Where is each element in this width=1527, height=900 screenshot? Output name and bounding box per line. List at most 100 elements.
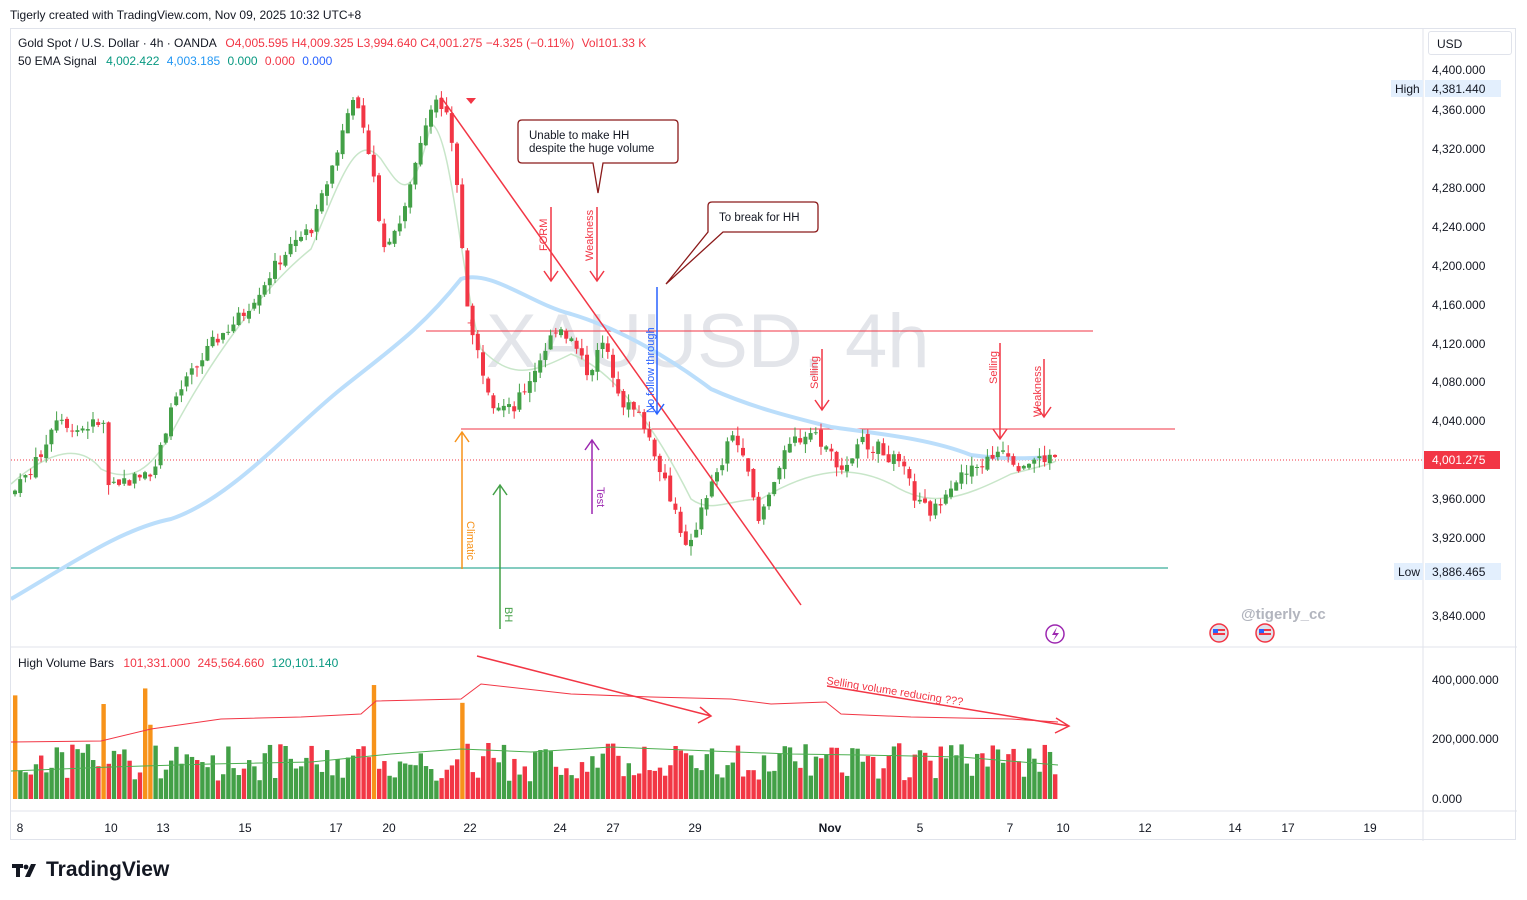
candle-body[interactable] [949, 488, 953, 497]
volume-axis[interactable]: 400,000.000 200,000.000 0.000 [1432, 673, 1499, 806]
volume-bar[interactable] [137, 772, 143, 799]
candle-body[interactable] [397, 223, 402, 232]
candle-body[interactable] [475, 333, 480, 351]
candle-body[interactable] [642, 412, 647, 430]
volume-bar[interactable] [756, 779, 761, 799]
volume-bar[interactable] [522, 766, 527, 799]
volume-bar[interactable] [611, 743, 616, 799]
volume-bar[interactable] [1027, 748, 1032, 799]
volume-bar[interactable] [470, 772, 475, 799]
volume-bar[interactable] [434, 780, 439, 799]
volume-bar[interactable] [527, 781, 533, 799]
candle-body[interactable] [96, 422, 101, 425]
candle-body[interactable] [340, 130, 345, 155]
candle-body[interactable] [787, 443, 792, 453]
volume-bar[interactable] [917, 750, 923, 799]
candle-body[interactable] [444, 106, 449, 113]
volume-bar[interactable] [429, 769, 434, 799]
volume-bar[interactable] [195, 760, 200, 799]
volume-bar[interactable] [990, 745, 995, 799]
volume-bar[interactable] [605, 743, 611, 799]
volume-bar[interactable] [403, 763, 408, 799]
candle-body[interactable] [174, 396, 179, 406]
candle-body[interactable] [449, 113, 454, 143]
candle-body[interactable] [871, 451, 875, 453]
volume-bar[interactable] [777, 753, 782, 799]
volume-bar[interactable] [283, 746, 288, 799]
volume-bar[interactable] [787, 747, 793, 799]
volume-bar[interactable] [226, 746, 231, 799]
volume-bar[interactable] [709, 748, 715, 799]
candle-body[interactable] [252, 302, 257, 309]
candle-body[interactable] [23, 475, 28, 478]
candle-body[interactable] [621, 391, 626, 408]
candle-body[interactable] [600, 342, 605, 350]
volume-bar[interactable] [179, 763, 184, 799]
volume-bar[interactable] [314, 764, 319, 799]
volume-bar[interactable] [465, 743, 470, 799]
candle-body[interactable] [845, 464, 849, 472]
candle-body[interactable] [1047, 454, 1052, 464]
volume-bar[interactable] [397, 761, 403, 799]
volume-bar[interactable] [507, 780, 512, 799]
volume-bar[interactable] [782, 746, 787, 799]
candle-body[interactable] [933, 503, 938, 516]
volume-bar[interactable] [517, 774, 522, 799]
candle-body[interactable] [387, 241, 392, 245]
volume-bar[interactable] [413, 765, 418, 799]
volume-bar[interactable] [683, 753, 689, 799]
volume-bar[interactable] [642, 746, 647, 799]
candle-body[interactable] [470, 305, 475, 336]
currency-selector[interactable]: USD [1428, 31, 1512, 55]
volume-bar[interactable] [54, 747, 59, 799]
volume-bar[interactable] [252, 766, 257, 799]
candle-body[interactable] [13, 490, 17, 495]
volume-bar[interactable] [512, 758, 517, 799]
volume-bar[interactable] [85, 744, 91, 799]
candle-body[interactable] [772, 482, 777, 495]
volume-bar[interactable] [663, 775, 668, 799]
candle-body[interactable] [18, 479, 23, 494]
candle-body[interactable] [611, 354, 615, 378]
candle-body[interactable] [184, 376, 189, 387]
volume-bar[interactable] [980, 753, 985, 799]
candle-body[interactable] [954, 482, 959, 491]
candle-body[interactable] [496, 407, 501, 411]
candlestick-series[interactable] [13, 91, 1057, 556]
volume-bar[interactable] [408, 764, 413, 799]
candle-body[interactable] [751, 468, 756, 498]
volume-bar[interactable] [590, 756, 595, 799]
candle-body[interactable] [189, 368, 194, 375]
volume-bar[interactable] [891, 746, 897, 799]
time-axis[interactable]: 8 10 13 15 17 20 22 24 27 29 Nov 5 7 10 … [17, 821, 1377, 835]
volume-bar[interactable] [553, 766, 559, 799]
volume-bar[interactable] [767, 771, 772, 799]
volume-bar[interactable] [75, 749, 80, 799]
volume-bar[interactable] [44, 772, 49, 799]
candle-body[interactable] [938, 504, 943, 506]
volume-bar[interactable] [793, 761, 798, 799]
volume-bar[interactable] [845, 775, 850, 799]
candle-body[interactable] [267, 278, 272, 286]
volume-bar[interactable] [876, 778, 881, 799]
volume-bar[interactable] [699, 770, 704, 799]
candle-body[interactable] [517, 392, 522, 410]
candle-body[interactable] [309, 229, 314, 234]
candle-body[interactable] [361, 105, 366, 128]
volume-bar[interactable] [798, 767, 803, 799]
candle-body[interactable] [767, 494, 771, 507]
candle-body[interactable] [709, 481, 714, 497]
volume-bar[interactable] [730, 762, 735, 799]
candle-body[interactable] [377, 175, 381, 221]
candle-body[interactable] [507, 404, 511, 408]
candle-body[interactable] [351, 99, 355, 116]
volume-bar[interactable] [158, 778, 163, 799]
volume-bar[interactable] [106, 763, 111, 799]
candle-body[interactable] [1001, 450, 1005, 452]
candle-body[interactable] [101, 422, 106, 424]
volume-bar[interactable] [1021, 776, 1027, 799]
candle-body[interactable] [522, 391, 527, 393]
candle-body[interactable] [423, 125, 428, 146]
volume-bar[interactable] [949, 745, 954, 799]
candle-body[interactable] [928, 501, 933, 516]
